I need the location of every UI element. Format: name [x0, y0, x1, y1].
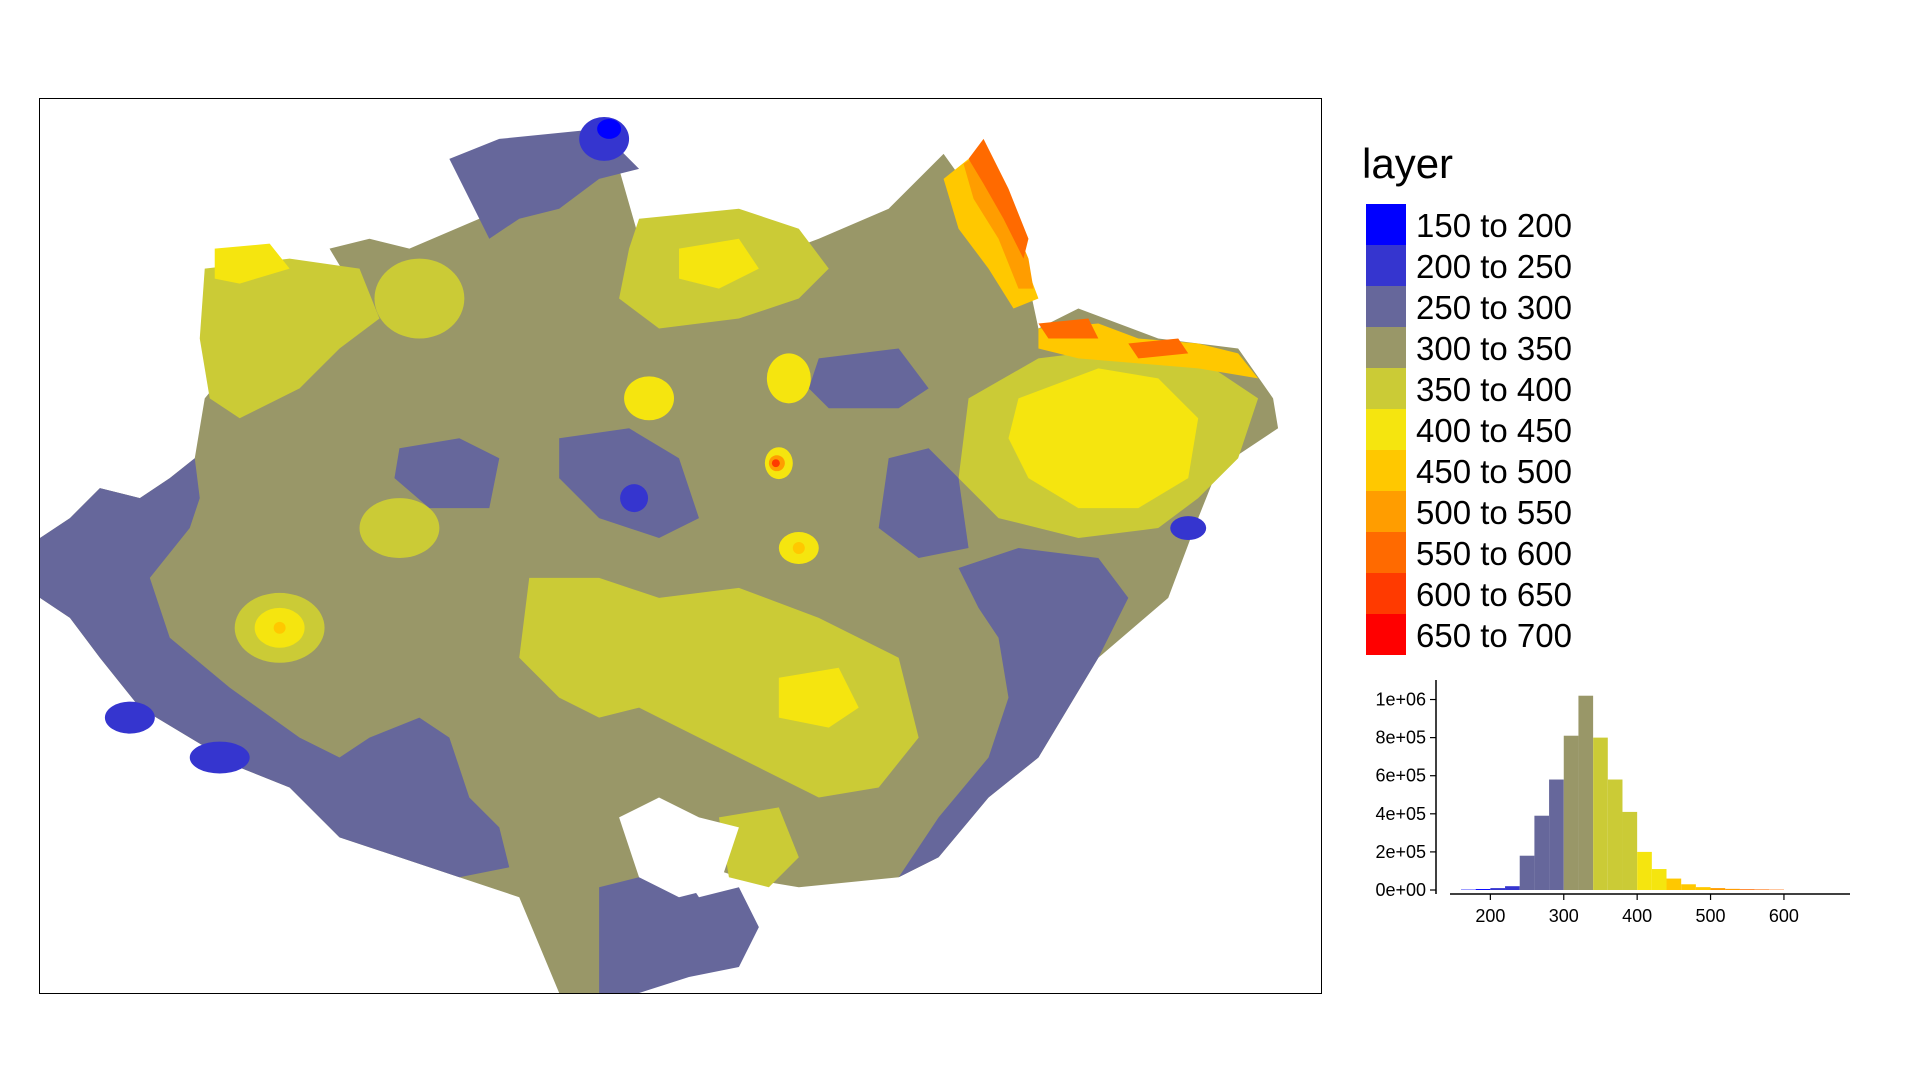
region-450-500-center-3 — [793, 542, 805, 554]
region-200-250-east — [1170, 516, 1206, 540]
histogram-bar — [1622, 812, 1637, 890]
histogram-bar — [1755, 889, 1770, 890]
region-600-650-center — [772, 459, 780, 467]
histogram-y-tick-label: 1e+06 — [1375, 690, 1426, 710]
histogram-y-tick-label: 2e+05 — [1375, 842, 1426, 862]
legend-swatch — [1366, 409, 1406, 450]
histogram-bar — [1696, 887, 1711, 890]
legend-label: 650 to 700 — [1416, 617, 1572, 655]
histogram: 200 300 400 500 600 0e+00 2e+05 4e+05 6e+05 8e+05… — [1340, 680, 1860, 950]
legend-label: 350 to 400 — [1416, 371, 1572, 409]
legend-swatch — [1366, 450, 1406, 491]
histogram-bar — [1578, 696, 1593, 890]
legend-swatch — [1366, 532, 1406, 573]
legend-swatch — [1366, 491, 1406, 532]
histogram-bar — [1711, 888, 1726, 890]
region-350-400-west-2 — [360, 498, 440, 558]
histogram-bars — [1461, 696, 1784, 890]
histogram-bar — [1593, 738, 1608, 890]
legend-label: 450 to 500 — [1416, 453, 1572, 491]
legend-label: 500 to 550 — [1416, 494, 1572, 532]
legend-swatch — [1366, 573, 1406, 614]
legend-label: 400 to 450 — [1416, 412, 1572, 450]
region-550-600-coast-east — [1038, 319, 1098, 339]
histogram-bar — [1505, 886, 1520, 890]
legend-swatch — [1366, 286, 1406, 327]
legend-swatch — [1366, 245, 1406, 286]
histogram-y-tick-label: 0e+00 — [1375, 880, 1426, 900]
histogram-bar — [1549, 780, 1564, 890]
histogram-bar — [1637, 852, 1652, 890]
legend-label: 150 to 200 — [1416, 207, 1572, 245]
region-350-400-northcentral — [374, 259, 464, 339]
histogram-bar — [1520, 856, 1535, 890]
histogram-bar — [1608, 780, 1623, 890]
histogram-y-tick-label: 4e+05 — [1375, 804, 1426, 824]
legend-label: 550 to 600 — [1416, 535, 1572, 573]
histogram-x-tick-label: 600 — [1769, 906, 1799, 926]
legend-label: 300 to 350 — [1416, 330, 1572, 368]
histogram-bar — [1652, 869, 1667, 890]
legend-label: 200 to 250 — [1416, 248, 1572, 286]
legend-swatch — [1366, 327, 1406, 368]
legend-swatch — [1366, 614, 1406, 655]
map-raster[interactable] — [40, 99, 1321, 993]
legend: layer 150 to 200 200 to 250 250 to 300 3… — [1360, 140, 1740, 660]
histogram-x-tick-label: 200 — [1475, 906, 1505, 926]
region-150-200-north — [597, 119, 621, 139]
legend-label: 600 to 650 — [1416, 576, 1572, 614]
histogram-x-tick-label: 500 — [1696, 906, 1726, 926]
region-400-450-center — [767, 353, 811, 403]
histogram-bar — [1740, 889, 1755, 890]
region-200-250-center — [620, 484, 648, 512]
legend-label: 250 to 300 — [1416, 289, 1572, 327]
histogram-bar — [1725, 889, 1740, 890]
legend-swatch — [1366, 204, 1406, 245]
region-450-500-west — [274, 622, 286, 634]
histogram-x-tick-label: 300 — [1549, 906, 1579, 926]
histogram-bar — [1681, 884, 1696, 890]
histogram-bar — [1476, 889, 1491, 890]
legend-title: layer — [1362, 140, 1453, 188]
legend-swatch — [1366, 368, 1406, 409]
histogram-y-tick-label: 6e+05 — [1375, 766, 1426, 786]
histogram-bar — [1534, 816, 1549, 890]
region-200-250-sw-2 — [190, 742, 250, 774]
region-200-250-sw-1 — [105, 702, 155, 734]
histogram-y-tick-label: 8e+05 — [1375, 728, 1426, 748]
histogram-bar — [1490, 888, 1505, 890]
map-frame[interactable] — [39, 98, 1322, 994]
histogram-x-tick-label: 400 — [1622, 906, 1652, 926]
histogram-bar — [1667, 879, 1682, 890]
region-400-450-center-2 — [624, 376, 674, 420]
histogram-bar — [1564, 736, 1579, 890]
